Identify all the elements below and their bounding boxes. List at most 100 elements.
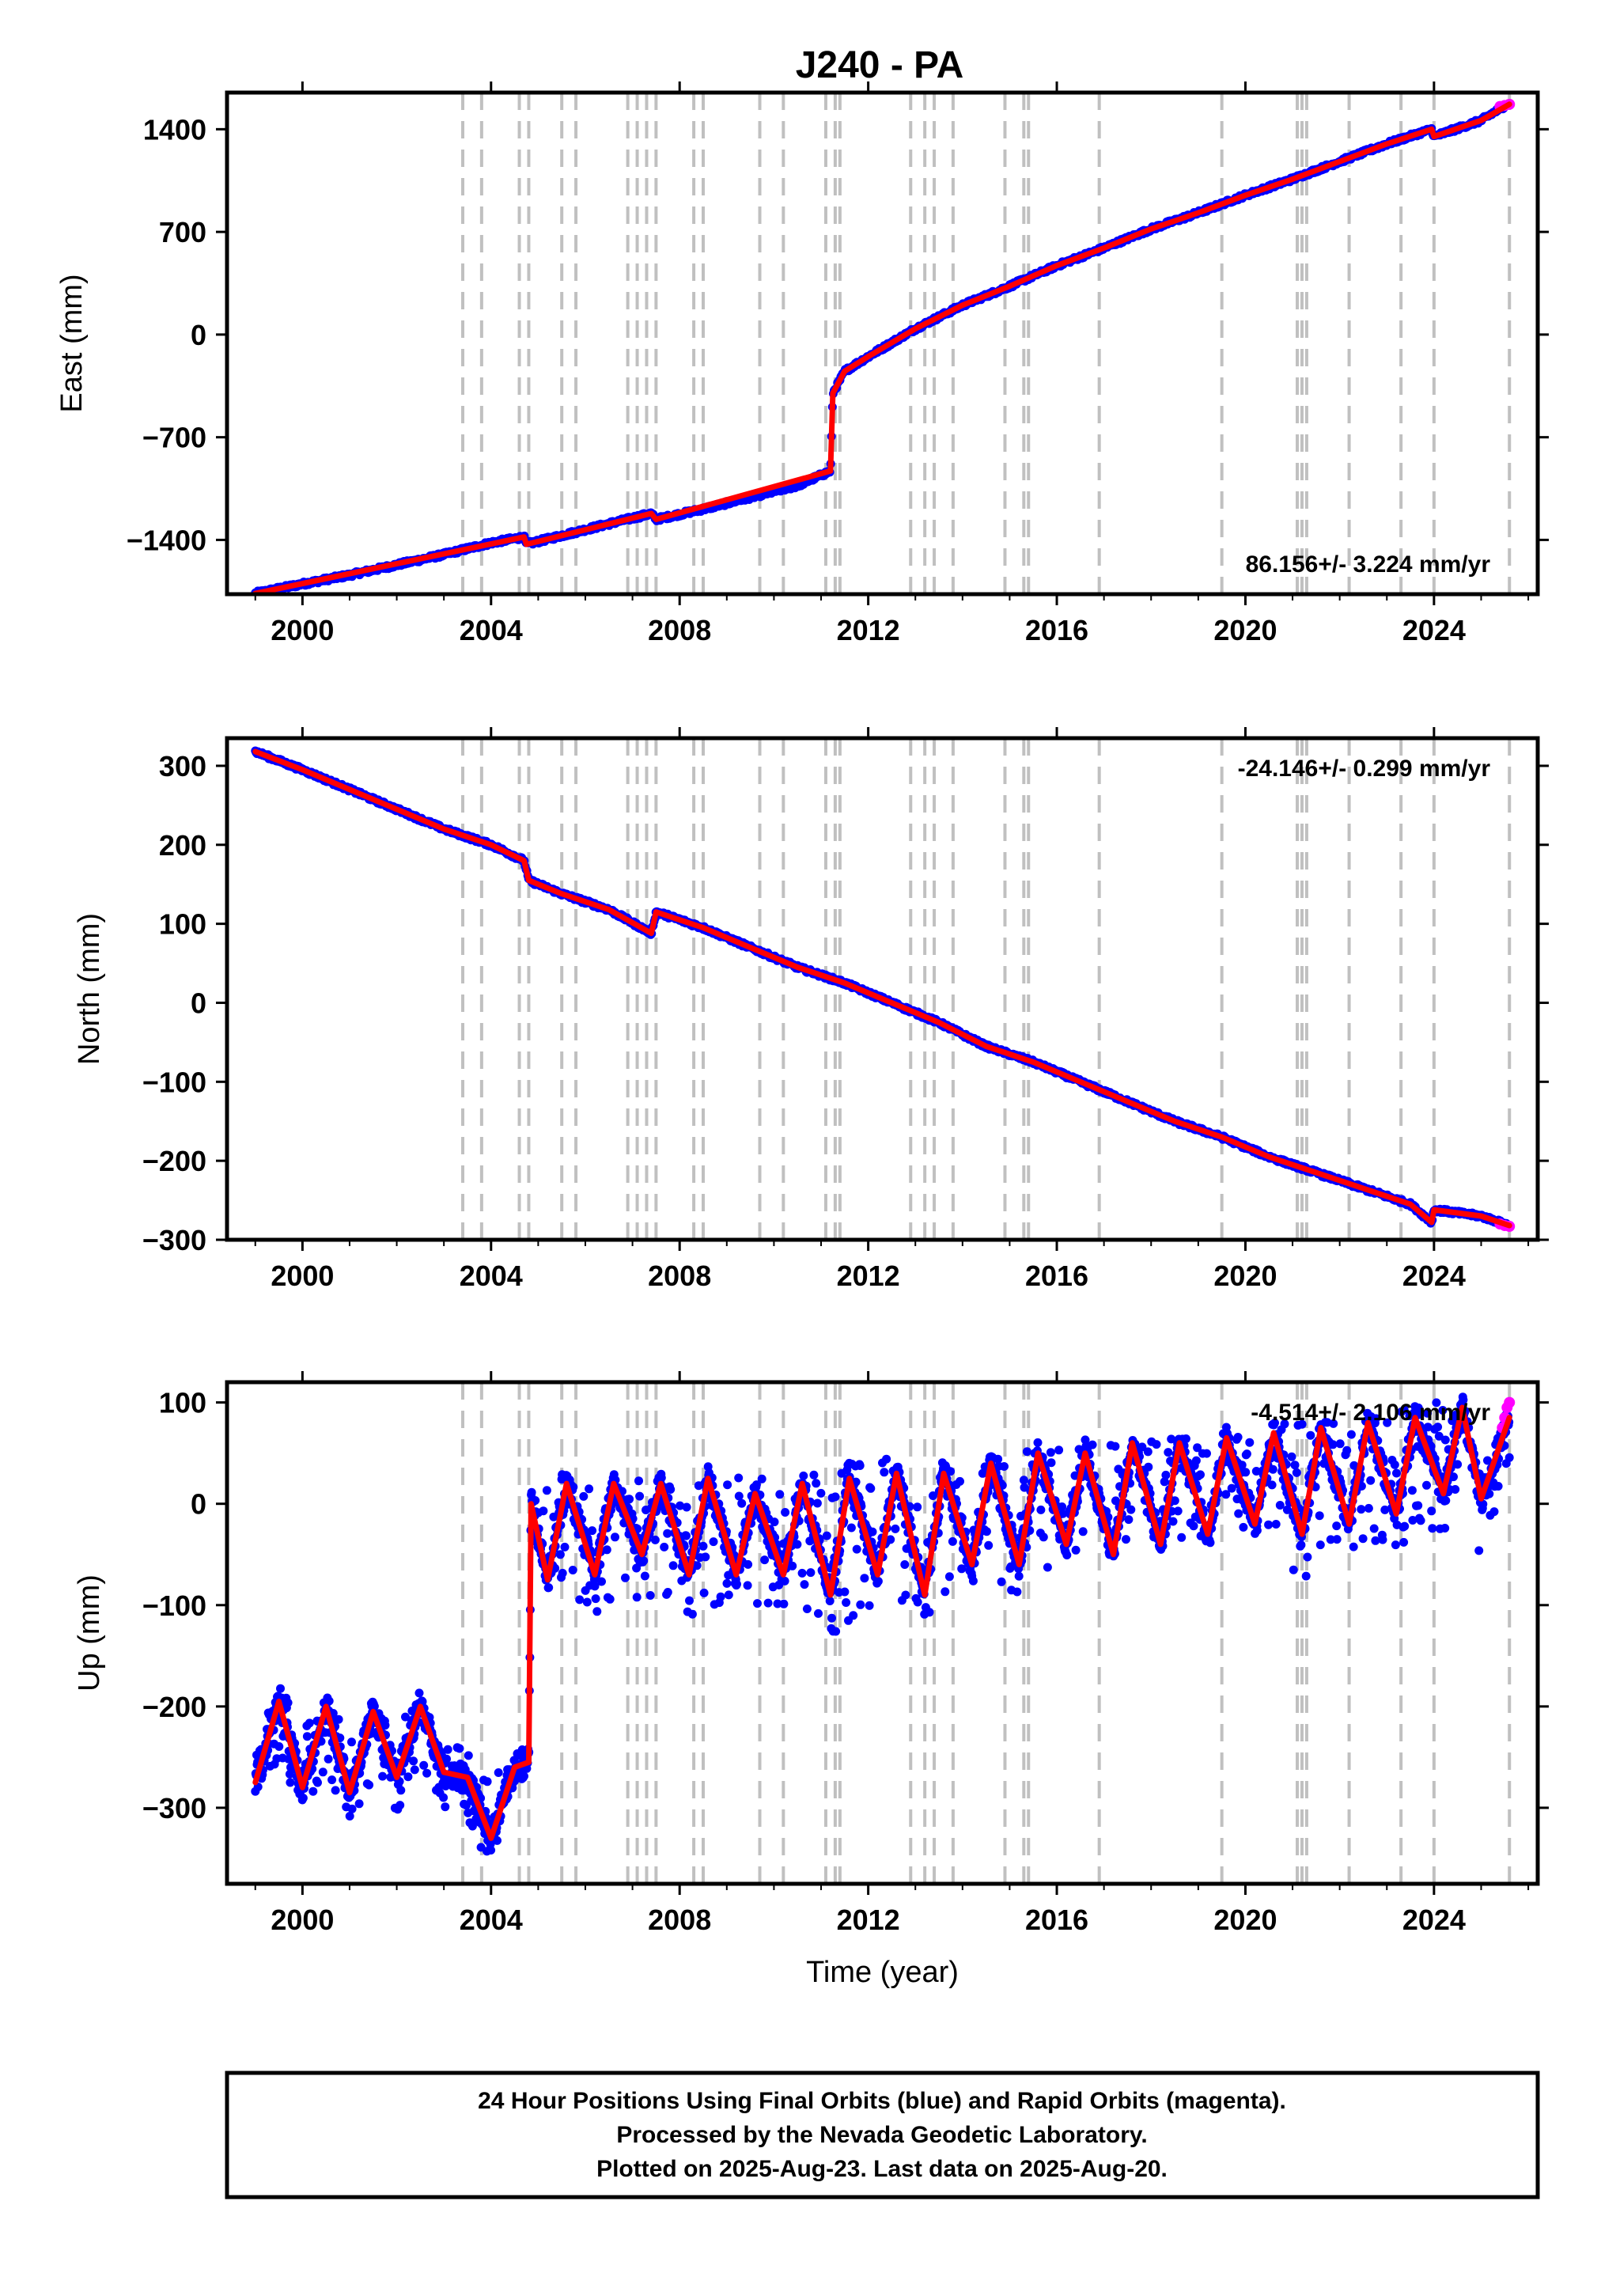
- north-x-tick-label: 2008: [648, 1260, 711, 1292]
- up-final-point: [542, 1486, 551, 1495]
- up-final-point: [682, 1502, 691, 1512]
- up-final-point: [682, 1531, 691, 1540]
- up-final-point: [812, 1479, 821, 1488]
- up-final-point: [860, 1574, 869, 1583]
- up-final-point: [842, 1598, 851, 1607]
- up-final-point: [639, 1556, 649, 1566]
- up-final-point: [822, 1531, 831, 1540]
- up-final-point: [380, 1721, 390, 1730]
- up-final-point: [827, 1613, 836, 1623]
- up-final-point: [334, 1714, 343, 1724]
- north-y-tick-label: −200: [142, 1145, 206, 1177]
- up-final-point: [1039, 1533, 1048, 1542]
- north-x-tick-label: 2020: [1213, 1260, 1277, 1292]
- up-final-point: [946, 1467, 956, 1476]
- plot-title: J240 - PA: [796, 44, 964, 86]
- up-final-point: [788, 1561, 797, 1570]
- up-final-point: [324, 1696, 334, 1706]
- up-final-point: [763, 1598, 773, 1608]
- up-final-point: [797, 1568, 807, 1578]
- up-final-point: [442, 1754, 451, 1764]
- up-final-point: [873, 1577, 883, 1586]
- up-final-point: [1046, 1448, 1055, 1457]
- up-final-point: [520, 1771, 528, 1781]
- up-final-point: [984, 1540, 994, 1550]
- up-final-point: [687, 1609, 697, 1619]
- up-final-point: [866, 1483, 876, 1493]
- up-final-point: [590, 1582, 600, 1591]
- up-final-point: [347, 1804, 357, 1813]
- up-final-point: [410, 1765, 419, 1775]
- up-final-point: [494, 1768, 503, 1777]
- up-final-point: [605, 1594, 615, 1604]
- up-final-point: [611, 1533, 619, 1542]
- north-y-tick-label: −300: [142, 1224, 206, 1256]
- up-final-point: [957, 1564, 967, 1574]
- up-final-point: [709, 1537, 718, 1547]
- north-y-tick-label: 200: [159, 829, 206, 862]
- east-x-tick-label: 2004: [460, 614, 523, 646]
- up-final-point: [948, 1536, 957, 1546]
- up-final-point: [527, 1487, 536, 1497]
- up-final-point: [439, 1793, 449, 1802]
- up-final-point: [812, 1498, 822, 1508]
- up-final-point: [396, 1801, 405, 1810]
- up-final-point: [544, 1583, 554, 1593]
- east-y-tick-label: 0: [191, 319, 206, 351]
- east-x-tick-label: 2008: [648, 614, 711, 646]
- up-final-point: [539, 1506, 548, 1516]
- up-final-point: [781, 1508, 790, 1517]
- up-final-point: [602, 1545, 611, 1555]
- north-x-tick-label: 2000: [271, 1260, 334, 1292]
- up-final-point: [585, 1484, 594, 1494]
- up-final-point: [365, 1780, 374, 1790]
- up-final-point: [806, 1568, 816, 1578]
- up-final-point: [298, 1794, 308, 1803]
- up-final-point: [944, 1572, 954, 1582]
- up-final-point: [770, 1517, 779, 1527]
- up-final-point: [441, 1802, 450, 1812]
- up-final-point: [327, 1775, 337, 1785]
- up-final-point: [422, 1768, 432, 1778]
- east-x-tick-label: 2024: [1402, 614, 1466, 646]
- up-final-point: [621, 1573, 630, 1582]
- up-final-point: [994, 1454, 1003, 1464]
- up-final-point: [982, 1527, 991, 1536]
- up-final-point: [849, 1611, 858, 1620]
- up-final-point: [734, 1491, 744, 1501]
- up-final-point: [657, 1473, 666, 1483]
- up-final-point: [779, 1599, 789, 1608]
- up-final-point: [809, 1470, 819, 1480]
- east-x-tick-label: 2000: [271, 614, 334, 646]
- up-final-point: [560, 1542, 570, 1552]
- east-x-tick-label: 2020: [1213, 614, 1277, 646]
- up-final-point: [891, 1524, 900, 1533]
- up-final-point: [378, 1771, 388, 1781]
- up-final-point: [751, 1480, 761, 1490]
- up-final-point: [663, 1588, 672, 1597]
- up-final-point: [846, 1523, 856, 1533]
- north-x-tick-label: 2024: [1402, 1260, 1466, 1292]
- up-final-point: [285, 1769, 294, 1779]
- up-final-point: [1043, 1563, 1052, 1572]
- up-final-point: [880, 1468, 889, 1477]
- north-frame: [225, 736, 1540, 1242]
- up-final-point: [663, 1529, 672, 1538]
- up-final-point: [685, 1596, 694, 1605]
- up-final-point: [773, 1599, 782, 1608]
- up-final-point: [814, 1608, 823, 1618]
- up-final-point: [775, 1490, 785, 1499]
- up-final-point: [302, 1732, 312, 1741]
- up-final-point: [640, 1571, 649, 1581]
- north-y-tick-label: 100: [159, 908, 206, 941]
- up-final-point: [831, 1627, 841, 1636]
- up-final-point: [831, 1492, 840, 1502]
- up-final-point: [558, 1568, 567, 1578]
- up-final-point: [1000, 1462, 1009, 1471]
- up-final-point: [852, 1544, 861, 1554]
- up-final-point: [493, 1836, 501, 1845]
- up-final-point: [941, 1587, 950, 1597]
- up-final-point: [305, 1718, 314, 1728]
- up-final-point: [799, 1471, 808, 1480]
- east-model-line: [252, 101, 1512, 594]
